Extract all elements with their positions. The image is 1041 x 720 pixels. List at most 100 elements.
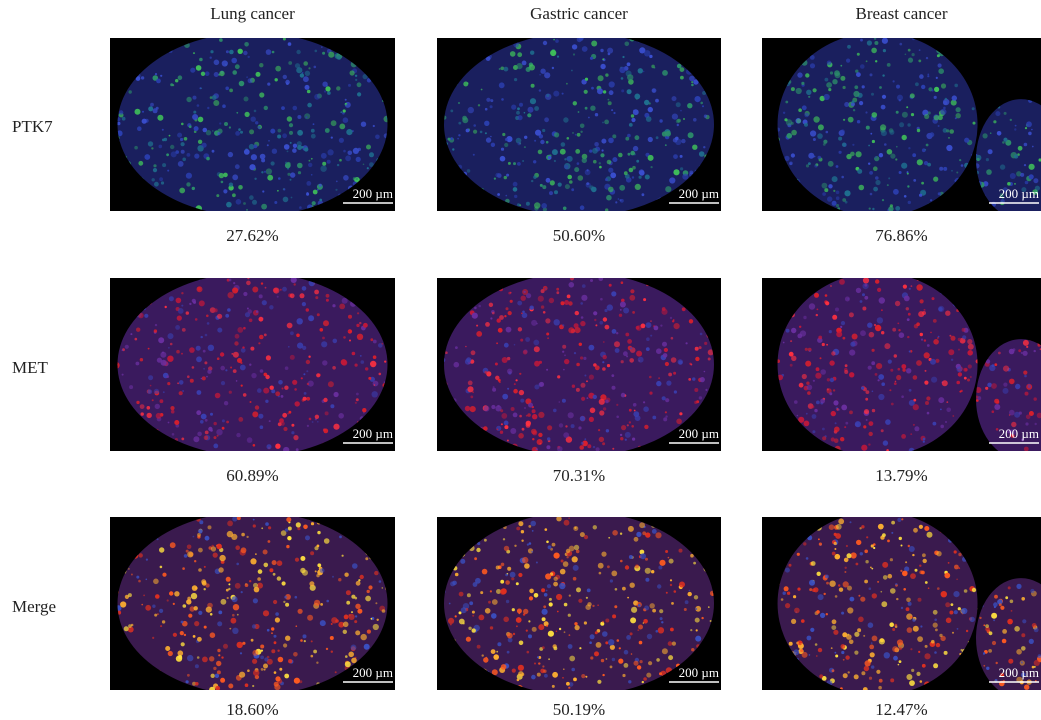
cell-speckle	[531, 180, 533, 182]
cell-speckle	[544, 72, 550, 78]
cell-speckle	[919, 74, 924, 79]
cell-speckle	[961, 164, 964, 167]
row-label: MET	[12, 358, 48, 378]
cell-speckle	[916, 360, 922, 366]
cell-speckle	[604, 120, 609, 125]
cell-speckle	[983, 665, 985, 667]
cell-speckle	[181, 150, 185, 154]
cell-speckle	[917, 159, 923, 165]
cell-speckle	[226, 577, 231, 582]
cell-speckle	[465, 406, 470, 411]
cell-speckle	[580, 205, 585, 210]
cell-speckle	[810, 63, 815, 68]
cell-speckle	[553, 91, 559, 97]
cell-speckle	[900, 43, 903, 46]
cell-speckle	[539, 89, 541, 91]
cell-speckle	[225, 314, 229, 318]
cell-speckle	[824, 94, 830, 100]
cell-speckle	[547, 437, 550, 440]
cell-speckle	[295, 596, 298, 599]
cell-speckle	[251, 373, 256, 378]
cell-speckle	[533, 160, 536, 163]
cell-speckle	[554, 319, 560, 325]
cell-speckle	[527, 113, 531, 117]
cell-speckle	[366, 145, 371, 150]
cell-speckle	[639, 522, 645, 528]
cell-speckle	[608, 187, 614, 193]
cell-speckle	[147, 413, 152, 418]
cell-speckle	[589, 375, 594, 380]
cell-speckle	[854, 632, 859, 637]
cell-speckle	[1026, 121, 1032, 127]
cell-speckle	[836, 165, 839, 168]
cell-speckle	[564, 520, 570, 526]
cell-speckle	[915, 82, 919, 86]
cell-speckle	[262, 190, 264, 192]
cell-speckle	[455, 346, 458, 349]
cell-speckle	[840, 76, 845, 81]
cell-speckle	[818, 124, 824, 130]
cell-speckle	[865, 660, 871, 666]
cell-speckle	[835, 308, 839, 312]
cell-speckle	[545, 528, 548, 531]
cell-speckle	[967, 339, 972, 344]
cell-speckle	[296, 522, 301, 527]
cell-speckle	[602, 674, 604, 676]
cell-speckle	[1029, 164, 1035, 170]
cell-speckle	[1025, 392, 1029, 396]
cell-speckle	[659, 672, 662, 675]
cell-speckle	[608, 537, 610, 539]
cell-speckle	[648, 661, 652, 665]
cell-speckle	[330, 404, 334, 408]
cell-speckle	[326, 648, 328, 650]
cell-speckle	[315, 296, 318, 299]
cell-speckle	[790, 364, 793, 367]
cell-speckle	[899, 171, 902, 174]
cell-speckle	[874, 156, 879, 161]
cell-speckle	[198, 611, 202, 615]
cell-speckle	[938, 397, 944, 403]
cell-speckle	[552, 672, 558, 678]
cell-speckle	[913, 399, 916, 402]
cell-speckle	[704, 115, 707, 118]
cell-speckle	[214, 436, 217, 439]
cell-speckle	[835, 554, 841, 560]
cell-speckle	[651, 166, 653, 168]
cell-speckle	[275, 617, 280, 622]
cell-speckle	[572, 556, 578, 562]
cell-speckle	[824, 188, 828, 192]
cell-speckle	[217, 328, 222, 333]
cell-speckle	[1010, 119, 1012, 121]
cell-speckle	[598, 563, 604, 569]
cell-speckle	[540, 69, 545, 74]
cell-speckle	[501, 98, 504, 101]
cell-speckle	[625, 432, 631, 438]
cell-speckle	[210, 613, 213, 616]
cell-speckle	[280, 289, 282, 291]
cell-speckle	[872, 140, 875, 143]
cell-speckle	[561, 142, 566, 147]
cell-speckle	[813, 116, 819, 122]
cell-speckle	[977, 158, 980, 161]
cell-speckle	[504, 421, 509, 426]
cell-speckle	[629, 421, 631, 423]
cell-speckle	[888, 360, 892, 364]
cell-speckle	[563, 668, 565, 670]
cell-speckle	[303, 76, 309, 82]
cell-speckle	[648, 107, 653, 112]
cell-speckle	[813, 587, 818, 592]
cell-speckle	[331, 617, 337, 623]
cell-speckle	[223, 189, 227, 193]
cell-speckle	[365, 596, 371, 602]
cell-speckle	[783, 592, 786, 595]
cell-speckle	[597, 680, 601, 684]
cell-speckle	[684, 608, 687, 611]
cell-speckle	[921, 571, 925, 575]
cell-speckle	[895, 381, 897, 383]
cell-speckle	[571, 668, 575, 672]
cell-speckle	[628, 153, 631, 156]
cell-speckle	[564, 631, 566, 633]
cell-speckle	[828, 161, 834, 167]
cell-speckle	[881, 382, 885, 386]
cell-speckle	[304, 640, 306, 642]
